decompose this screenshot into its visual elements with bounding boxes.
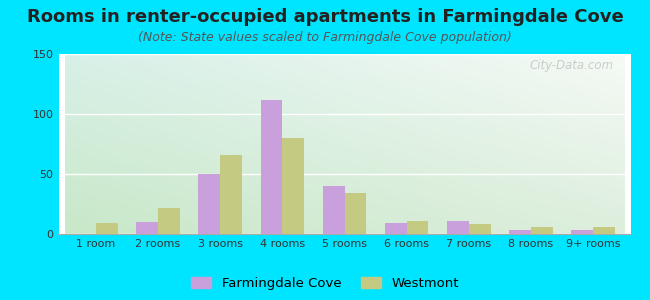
Bar [282,138,304,234]
Bar [323,186,345,234]
Bar [531,227,552,234]
Bar [469,224,491,234]
Bar [261,100,282,234]
Bar [158,208,180,234]
Bar [136,222,158,234]
Bar [220,155,242,234]
Bar [593,227,615,234]
Bar [198,174,220,234]
Bar [571,230,593,234]
Bar [385,223,407,234]
Bar [509,230,531,234]
Text: City-Data.com: City-Data.com [529,59,614,72]
Bar [344,193,366,234]
Text: Rooms in renter-occupied apartments in Farmingdale Cove: Rooms in renter-occupied apartments in F… [27,8,623,26]
Bar [96,223,118,234]
Bar [447,221,469,234]
Bar [407,221,428,234]
Text: (Note: State values scaled to Farmingdale Cove population): (Note: State values scaled to Farmingdal… [138,32,512,44]
Legend: Farmingdale Cove, Westmont: Farmingdale Cove, Westmont [191,278,459,290]
